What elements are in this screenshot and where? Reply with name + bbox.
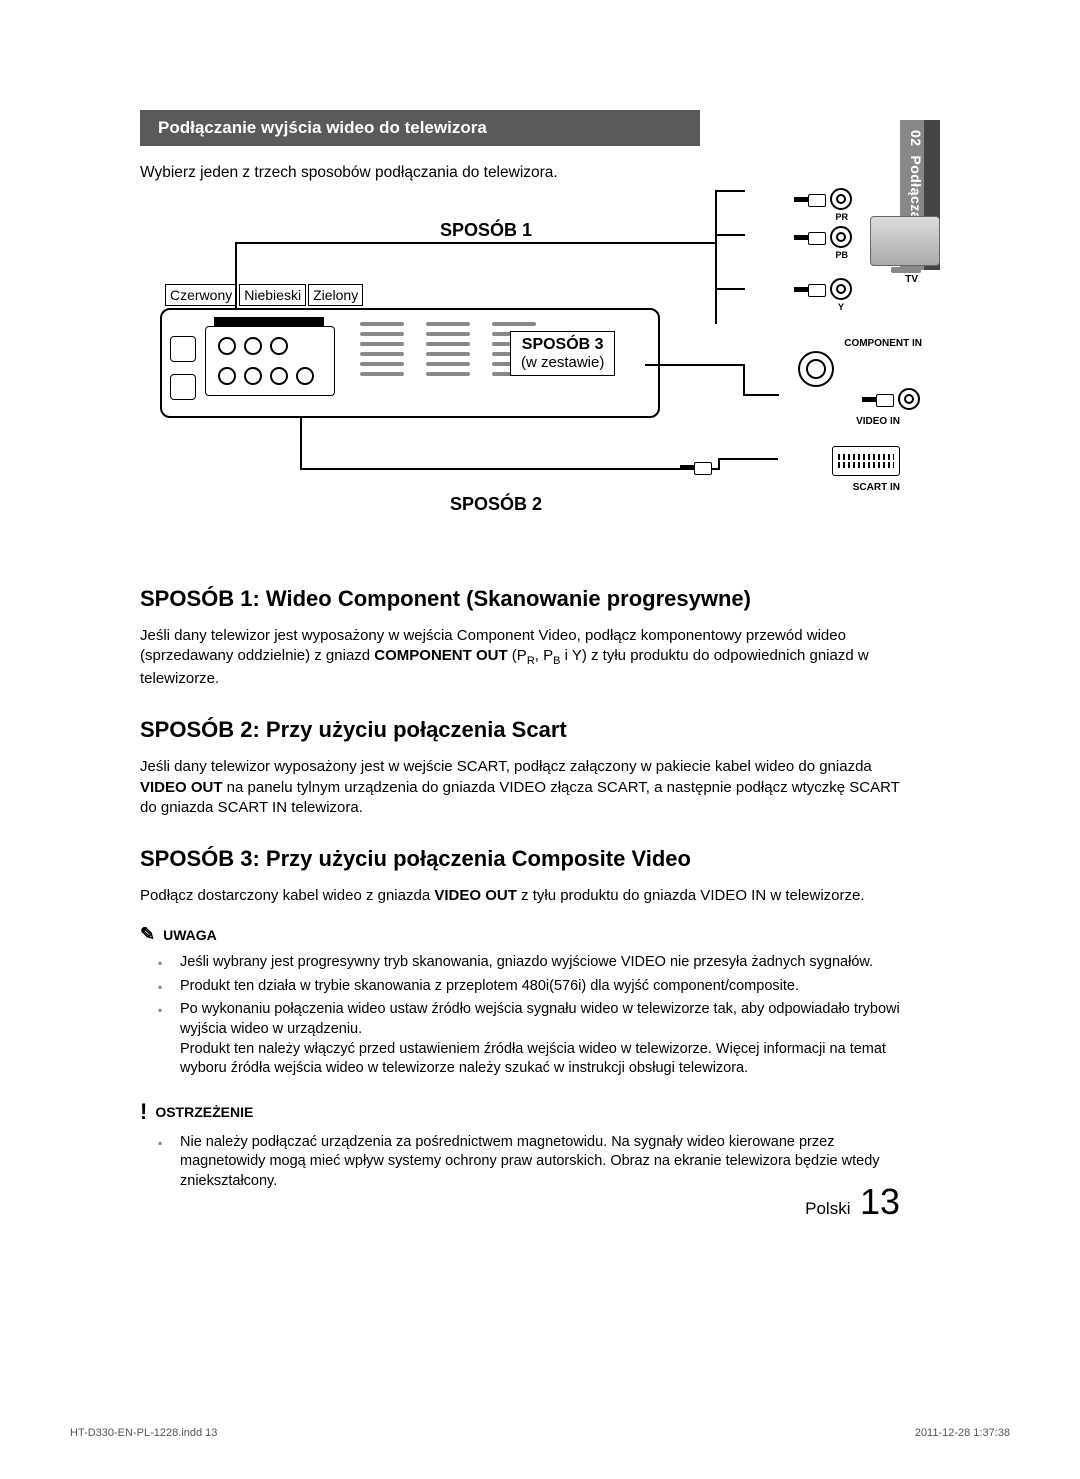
aux-icon <box>170 374 196 400</box>
line <box>300 418 302 468</box>
component-in-label: COMPONENT IN <box>844 338 922 349</box>
bold-text: VIDEO OUT <box>434 887 517 904</box>
port-icon <box>270 367 288 385</box>
method3-heading: SPOSÓB 3: Przy użyciu połączenia Composi… <box>140 846 900 872</box>
line <box>743 394 779 396</box>
y-label: Y <box>838 302 844 312</box>
note-item: Produkt ten działa w trybie skanowania z… <box>180 977 900 997</box>
color-blue: Niebieski <box>239 284 306 306</box>
antenna-icon <box>170 336 196 362</box>
warning-icon: ! <box>140 1099 147 1125</box>
print-foot-right: 2011-12-28 1:37:38 <box>915 1427 1010 1439</box>
warning-list: Nie należy podłączać urządzenia za pośre… <box>140 1133 900 1192</box>
color-green: Zielony <box>308 284 363 306</box>
note-item: Po wykonaniu połączenia wideo ustaw źród… <box>180 1000 900 1078</box>
port-icon <box>218 337 236 355</box>
warning-heading: ! OSTRZEŻENIE <box>140 1099 900 1125</box>
plug-icon <box>680 462 710 473</box>
line <box>235 242 715 244</box>
warning-head-text: OSTRZEŻENIE <box>155 1104 253 1120</box>
port-icon <box>218 367 236 385</box>
plug-icon <box>794 284 824 295</box>
method1-heading: SPOSÓB 1: Wideo Component (Skanowanie pr… <box>140 586 900 612</box>
color-labels: Czerwony Niebieski Zielony <box>165 284 363 306</box>
note-heading: ✎ UWAGA <box>140 924 900 945</box>
line <box>715 234 745 236</box>
scart-in-label: SCART IN <box>853 482 900 493</box>
method1-label: SPOSÓB 1 <box>440 220 532 241</box>
line <box>743 364 745 394</box>
plug-icon <box>794 232 824 243</box>
port-icon <box>244 337 262 355</box>
line <box>300 468 720 470</box>
subscript: R <box>527 655 535 667</box>
method3-text: Podłącz dostarczony kabel wideo z gniazd… <box>140 886 900 906</box>
device-port-block <box>205 326 335 396</box>
jack-icon <box>830 188 852 210</box>
plug-icon <box>794 194 824 205</box>
plug-icon <box>862 394 892 405</box>
pb-label: PB <box>835 250 848 260</box>
warning-item: Nie należy podłączać urządzenia za pośre… <box>180 1133 900 1192</box>
port-icon <box>244 367 262 385</box>
footer-lang: Polski <box>805 1199 850 1218</box>
method2-heading: SPOSÓB 2: Przy użyciu połączenia Scart <box>140 717 900 743</box>
side-chapter-num: 02 <box>908 130 924 147</box>
text: na panelu tylnym urządzenia do gniazda V… <box>140 779 900 816</box>
note-icon: ✎ <box>140 924 155 945</box>
note-list: Jeśli wybrany jest progresywny tryb skan… <box>140 953 900 1078</box>
print-footer: HT-D330-EN-PL-1228.indd 13 2011-12-28 1:… <box>70 1427 1010 1439</box>
page-number: 13 <box>860 1181 900 1222</box>
line <box>718 458 778 460</box>
pr-label: PR <box>835 212 848 222</box>
video-in-label: VIDEO IN <box>856 416 900 427</box>
method3-label-box: SPOSÓB 3 (w zestawie) <box>510 331 615 376</box>
page-content: Podłączanie wyjścia wideo do telewizora … <box>140 110 900 1211</box>
line <box>715 190 745 192</box>
line <box>235 242 237 308</box>
section-heading-bar: Podłączanie wyjścia wideo do telewizora <box>140 110 700 146</box>
text: Jeśli dany telewizor wyposażony jest w w… <box>140 758 872 775</box>
text: Podłącz dostarczony kabel wideo z gniazd… <box>140 887 434 904</box>
connection-diagram: SPOSÓB 1 Czerwony Niebieski Zielony <box>140 196 860 526</box>
tv-icon <box>870 216 940 266</box>
method3-label: SPOSÓB 3 <box>521 336 604 354</box>
note-head-text: UWAGA <box>163 927 217 943</box>
jack-icon <box>898 388 920 410</box>
method2-text: Jeśli dany telewizor wyposażony jest w w… <box>140 757 900 818</box>
color-red: Czerwony <box>165 284 237 306</box>
print-foot-left: HT-D330-EN-PL-1228.indd 13 <box>70 1427 217 1439</box>
port-icon <box>270 337 288 355</box>
text: , P <box>535 647 553 664</box>
jack-icon <box>830 278 852 300</box>
scart-connector-icon <box>832 446 900 476</box>
method2-label: SPOSÓB 2 <box>450 494 542 515</box>
page-footer: Polski 13 <box>805 1181 900 1223</box>
text: z tyłu produktu do gniazda VIDEO IN w te… <box>517 887 865 904</box>
method3-subtext: (w zestawie) <box>521 354 604 371</box>
method1-text: Jeśli dany telewizor jest wyposażony w w… <box>140 626 900 689</box>
text: (P <box>508 647 527 664</box>
line <box>645 364 745 366</box>
knob-icon <box>798 351 834 387</box>
line <box>715 190 717 324</box>
port-icon <box>296 367 314 385</box>
line <box>718 458 720 470</box>
bold-text: VIDEO OUT <box>140 779 223 796</box>
intro-text: Wybierz jeden z trzech sposobów podłącza… <box>140 164 900 182</box>
note-item: Jeśli wybrany jest progresywny tryb skan… <box>180 953 900 973</box>
jack-icon <box>830 226 852 248</box>
tv-label: TV <box>905 274 918 285</box>
line <box>715 288 745 290</box>
bold-text: COMPONENT OUT <box>374 647 507 664</box>
